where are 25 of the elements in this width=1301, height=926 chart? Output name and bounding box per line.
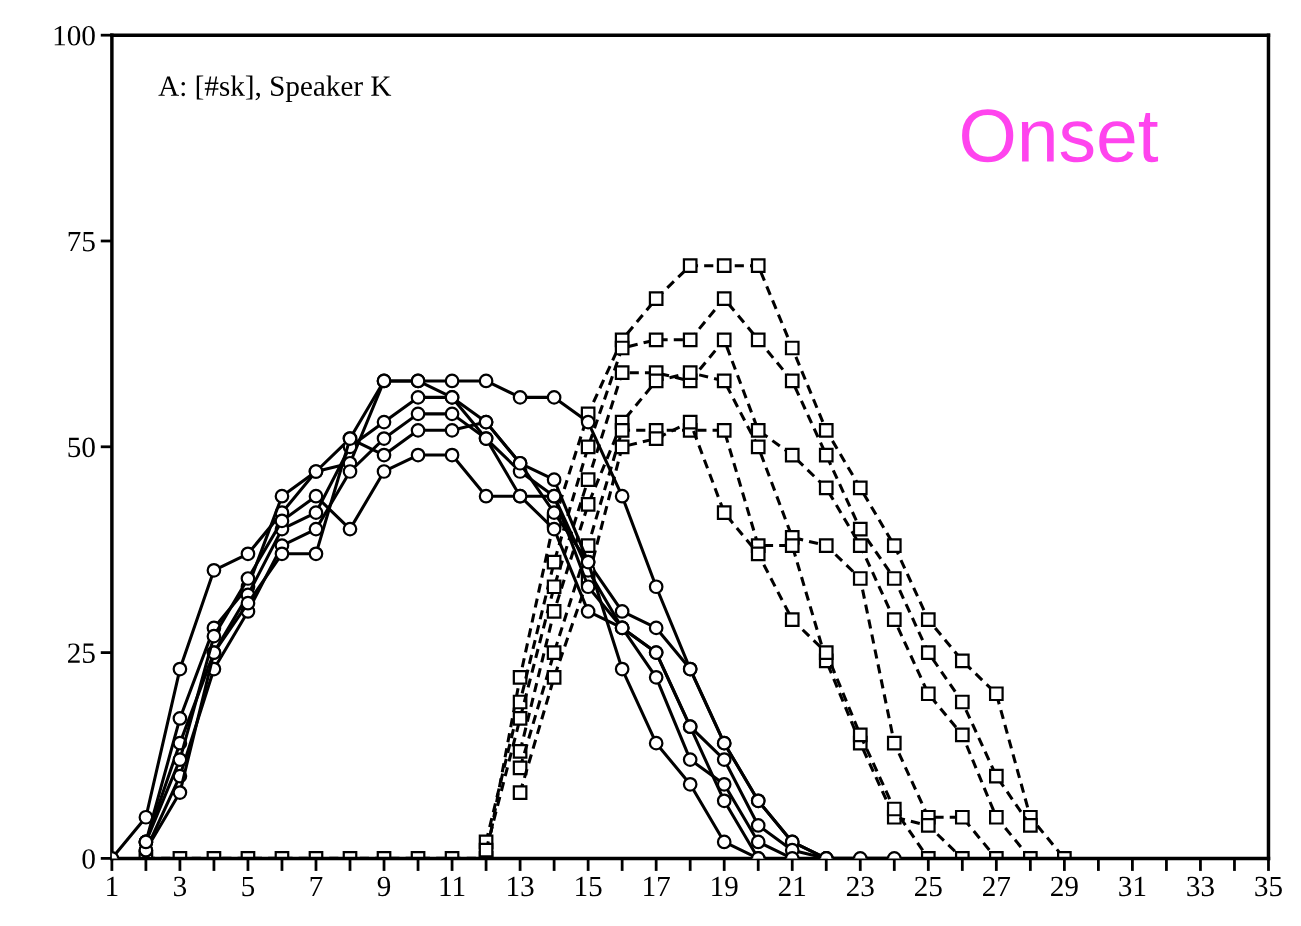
x-tick-label: 33 [1187, 876, 1214, 897]
y-tick-label: 75 [68, 232, 95, 252]
x-tick-label: 23 [846, 876, 874, 897]
x-tick-label: 15 [576, 876, 602, 897]
y-tick-label: 50 [68, 437, 95, 458]
annotation: Onset [962, 109, 1159, 163]
annotation: A: [#sk], Speaker K [158, 75, 392, 102]
x-tick-label: 3 [174, 876, 187, 897]
x-tick-label: 29 [1051, 876, 1078, 897]
x-tick-label: 31 [1119, 876, 1146, 897]
x-tick-label: 13 [508, 876, 534, 897]
x-tick-label: 9 [377, 876, 391, 897]
x-tick-label: 17 [644, 876, 670, 896]
x-tick-label: 35 [1255, 876, 1282, 897]
y-tick-label: 25 [68, 643, 95, 664]
x-tick-label: 7 [310, 876, 323, 896]
x-tick-label: 19 [712, 876, 738, 897]
x-tick-label: 21 [778, 876, 806, 896]
x-tick-label: 1 [107, 876, 118, 896]
y-tick-label: 0 [82, 849, 95, 869]
x-tick-label: 25 [915, 876, 942, 897]
y-tick-label: 100 [54, 25, 95, 46]
x-tick-label: 11 [440, 876, 465, 896]
x-tick-label: 5 [242, 876, 255, 897]
x-tick-label: 27 [983, 876, 1011, 896]
